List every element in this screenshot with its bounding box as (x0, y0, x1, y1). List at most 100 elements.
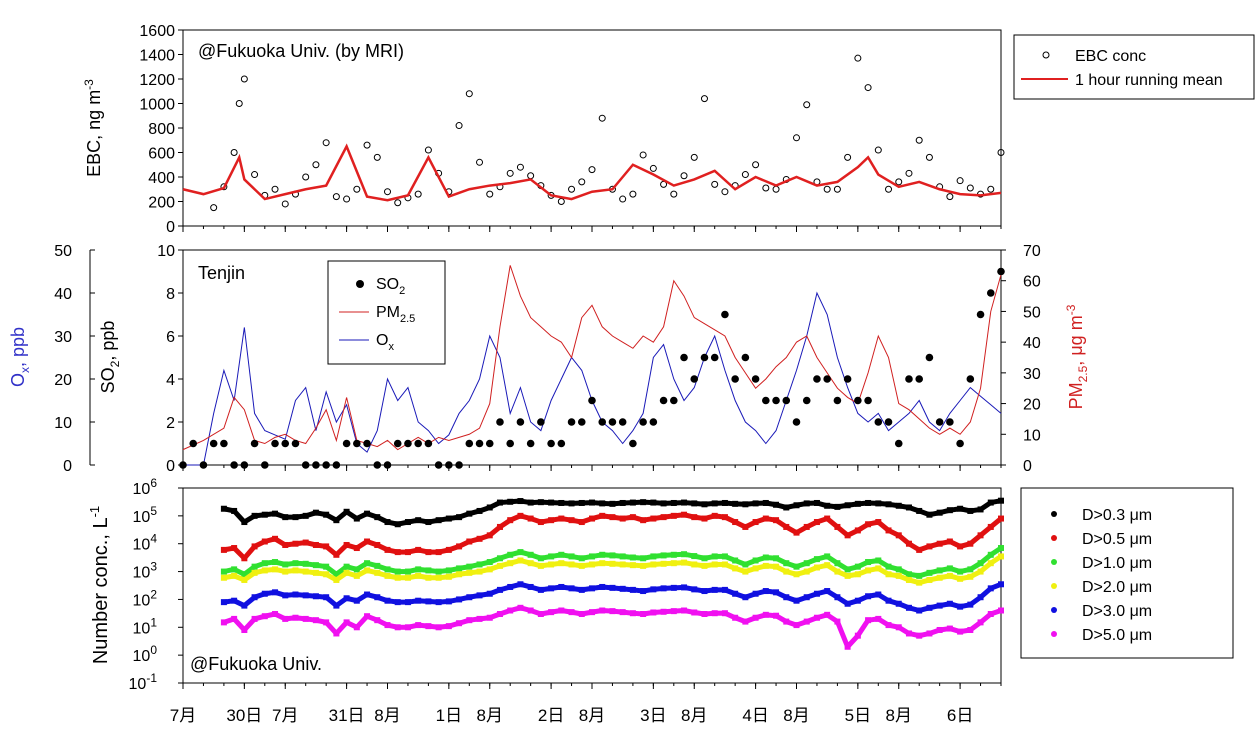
so2-point (230, 461, 238, 469)
number-legend-box (1020, 487, 1234, 659)
so2-point (772, 396, 780, 405)
so2-point (577, 418, 586, 426)
ebc-point (803, 101, 811, 109)
so2-ytick-label: 10 (157, 243, 175, 260)
ox-ylabel: Ox, ppb (8, 327, 32, 387)
ebc-point (557, 198, 565, 205)
so2-point (291, 439, 300, 448)
ebc-point (455, 122, 463, 130)
so2-point (271, 439, 279, 448)
number-ytick-exp: -1 (146, 671, 157, 685)
x-tick-label: 8月 (783, 706, 809, 725)
ebc-ytick-label: 600 (148, 146, 175, 163)
pm-line (182, 265, 1002, 451)
ebc-ytick-label: 0 (166, 219, 175, 236)
ebc-point (476, 158, 484, 166)
ebc-point (506, 169, 514, 177)
number-legend-marker (1051, 607, 1057, 613)
number-point (998, 515, 1004, 522)
number-ytick-label: 105 (133, 504, 158, 526)
ebc-point (373, 153, 381, 161)
panel-gas-frame (182, 249, 1002, 466)
number-ytick-exp: 5 (150, 504, 157, 518)
x-tick-label: 8月 (374, 706, 400, 725)
so2-point (925, 353, 934, 362)
ebc-point (578, 178, 586, 186)
number-ylabel: Number conc., L-1 (87, 506, 112, 664)
ebc-point (271, 185, 279, 193)
so2-point (220, 439, 228, 448)
x-tick-label: 31日 (329, 706, 365, 725)
ebc-legend-label: EBC conc (1075, 48, 1146, 65)
so2-point (434, 461, 443, 469)
ebc-point (235, 100, 243, 107)
so2-ytick-label: 2 (166, 415, 175, 432)
ebc-point (619, 195, 627, 203)
ox-line (183, 291, 1002, 466)
axes-layer: 0200400600800100012001400160001020304050… (54, 23, 1041, 725)
number-ytick-base: 10 (133, 481, 151, 498)
ebc-panel (182, 54, 1005, 212)
number-legend-label: D>2.0 μm (1082, 579, 1152, 596)
so2-point (905, 375, 913, 383)
ox-ytick-label: 40 (54, 286, 72, 303)
so2-point (802, 396, 811, 405)
ebc-point (322, 139, 330, 147)
number-ytick-label: 104 (133, 532, 158, 554)
number-ytick-base: 10 (133, 565, 151, 582)
ebc-point (312, 161, 320, 169)
ebc-ytick-label: 400 (148, 170, 175, 187)
gas-annotation: Tenjin (198, 263, 245, 283)
so2-point (189, 439, 198, 448)
number-ytick-exp: 3 (150, 560, 157, 574)
number-ytick-label: 101 (133, 615, 158, 637)
number-legend-label: D>0.3 μm (1082, 507, 1152, 524)
ebc-point (690, 153, 698, 161)
ebc-point (281, 200, 289, 208)
ox-ytick-label: 0 (63, 458, 72, 475)
number-point (261, 511, 268, 518)
ebc-point (353, 185, 361, 193)
number-ytick-base: 10 (133, 509, 151, 526)
so2-point (465, 439, 474, 448)
so2-ytick-label: 8 (166, 286, 175, 303)
x-tick-label: 1日 (436, 706, 462, 725)
ebc-point (343, 195, 351, 203)
x-tick-label: 8月 (477, 706, 503, 725)
ebc-ylabel: EBC, ng m-3 (82, 79, 104, 177)
ebc-ytick-label: 200 (148, 195, 175, 212)
number-point (476, 507, 483, 514)
number-legend-marker (1051, 511, 1057, 517)
pm-legend-label: PM2.5 (376, 304, 415, 325)
ebc-legend-marker (1042, 51, 1050, 59)
ebc-point (915, 136, 923, 144)
so2-point (516, 418, 525, 426)
so2-point (762, 396, 770, 405)
so2-point (997, 267, 1005, 276)
number-ytick-exp: 6 (150, 476, 157, 490)
x-tick-label: 3日 (640, 706, 666, 725)
so2-point (649, 418, 658, 426)
ebc-point (966, 184, 974, 192)
ebc-point (885, 185, 893, 193)
pm-ytick-label: 70 (1023, 243, 1041, 260)
number-legend-marker (1051, 535, 1057, 541)
mean-legend-label: 1 hour running mean (1075, 72, 1223, 89)
number-legend-marker (1051, 583, 1057, 589)
pm-ytick-label: 40 (1023, 335, 1041, 352)
ebc-point (854, 54, 862, 62)
pm-ytick-label: 10 (1023, 427, 1041, 444)
so2-point (935, 418, 944, 426)
so2-point (741, 353, 750, 362)
pm-ytick-label: 30 (1023, 366, 1041, 383)
ebc-point (302, 173, 310, 181)
so2-point (710, 353, 719, 362)
ebc-ytick-label: 1200 (139, 72, 175, 89)
ebc-point (925, 153, 933, 161)
ebc-ytick-label: 1400 (139, 48, 175, 65)
ebc-point (987, 185, 995, 193)
so2-ylabel: SO2, ppb (98, 321, 122, 394)
number-ytick-label: 100 (133, 643, 158, 665)
x-tick-label: 7月 (272, 706, 298, 725)
